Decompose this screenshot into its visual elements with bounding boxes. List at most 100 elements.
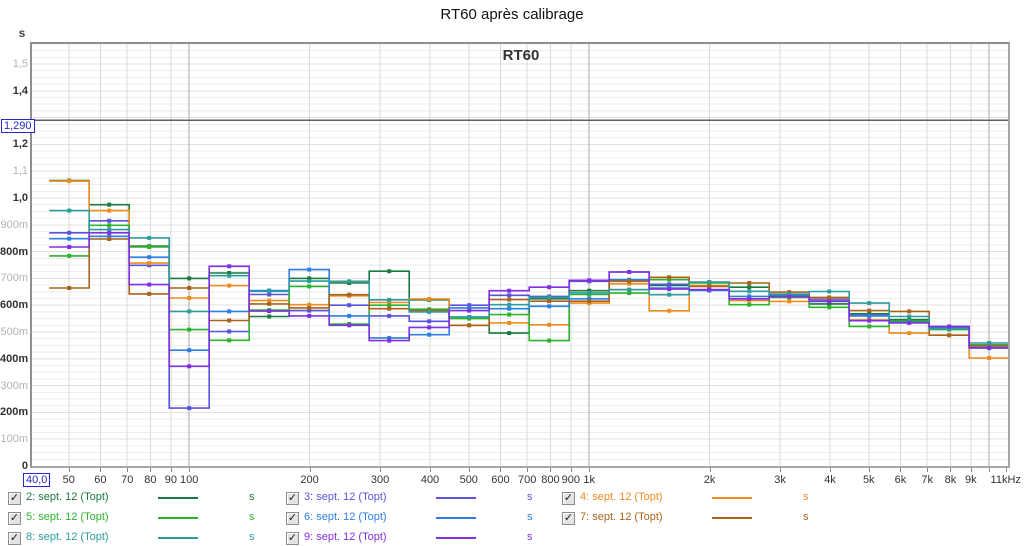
legend-line-swatch <box>436 537 476 539</box>
data-marker <box>427 325 432 330</box>
data-marker <box>707 280 712 285</box>
rt60-step-chart[interactable] <box>32 44 1008 466</box>
x-tick-label: 300 <box>370 474 390 486</box>
data-marker <box>787 299 792 304</box>
legend-checkbox-8[interactable]: ✓ <box>8 532 21 545</box>
legend-item-8: ✓ 8: sept. 12 (Topt) s <box>6 529 284 546</box>
data-marker <box>867 301 872 306</box>
data-marker <box>107 208 112 213</box>
page-title: RT60 après calibrage <box>440 6 584 23</box>
data-marker <box>867 324 872 329</box>
data-marker <box>547 285 552 290</box>
data-marker <box>387 306 392 311</box>
x-tick-label: 60 <box>94 474 107 486</box>
data-marker <box>587 299 592 304</box>
data-marker <box>827 301 832 306</box>
series-line-9 <box>49 232 1008 368</box>
data-marker <box>147 245 152 249</box>
legend-checkbox-2[interactable]: ✓ <box>8 492 21 505</box>
data-marker <box>187 276 192 281</box>
data-marker <box>707 287 712 292</box>
data-marker <box>67 208 72 213</box>
x-tick-mark <box>527 468 528 472</box>
data-marker <box>667 277 672 282</box>
data-marker <box>947 326 952 331</box>
data-marker <box>67 236 72 241</box>
y-axis-unit-label: s <box>18 26 26 40</box>
x-tick-mark <box>950 468 951 472</box>
x-tick-mark <box>830 468 831 472</box>
data-marker <box>507 306 512 311</box>
x-tick-mark <box>430 468 431 472</box>
legend-label: 9: sept. 12 (Topt) <box>304 531 387 543</box>
data-marker <box>187 327 192 332</box>
data-marker <box>387 269 392 274</box>
x-tick-mark <box>780 468 781 472</box>
data-marker <box>907 309 912 314</box>
plot-area[interactable] <box>30 42 1010 468</box>
legend-unit: s <box>527 531 533 543</box>
data-marker <box>867 308 872 313</box>
legend-item-2: ✓ 2: sept. 12 (Topt) s <box>6 489 284 507</box>
data-marker <box>867 318 872 323</box>
data-marker <box>427 309 432 314</box>
data-marker <box>427 332 432 337</box>
legend-unit: s <box>803 511 809 523</box>
x-tick-label: 2k <box>703 474 716 486</box>
legend-item-3: ✓ 3: sept. 12 (Topt) s <box>284 489 562 507</box>
legend-line-swatch <box>158 537 198 539</box>
x-tick-mark <box>127 468 128 472</box>
data-marker <box>467 323 472 328</box>
data-marker <box>627 279 632 284</box>
legend-item-9: ✓ 9: sept. 12 (Topt) s <box>284 529 562 546</box>
x-tick-mark <box>550 468 551 472</box>
data-marker <box>107 218 112 223</box>
legend-checkbox-5[interactable]: ✓ <box>8 512 21 525</box>
x-tick-label: 900 <box>561 474 581 486</box>
data-marker <box>307 305 312 310</box>
data-marker <box>267 309 272 314</box>
x-tick-label: 600 <box>491 474 510 486</box>
data-marker <box>667 275 672 280</box>
x-tick-mark <box>469 468 470 472</box>
x-tick-label: 90 <box>164 474 177 486</box>
legend-line-swatch <box>436 497 476 499</box>
data-marker <box>387 300 392 305</box>
y-tick-label: 900m <box>0 218 28 231</box>
x-tick-label: 100 <box>179 474 199 486</box>
data-marker <box>747 302 752 307</box>
data-marker <box>307 313 312 318</box>
data-marker <box>627 281 632 286</box>
data-marker <box>627 291 632 296</box>
data-marker <box>547 304 552 309</box>
data-marker <box>947 324 952 329</box>
legend-checkbox-6[interactable]: ✓ <box>286 512 299 525</box>
data-marker <box>987 345 992 350</box>
data-marker <box>227 264 232 269</box>
legend-checkbox-9[interactable]: ✓ <box>286 532 299 545</box>
data-marker <box>627 287 632 292</box>
data-marker <box>307 267 312 272</box>
data-marker <box>147 291 152 296</box>
data-marker <box>147 263 152 268</box>
data-marker <box>187 348 192 353</box>
data-marker <box>347 279 352 284</box>
legend-checkbox-4[interactable]: ✓ <box>562 492 575 505</box>
data-marker <box>547 338 552 343</box>
legend-checkbox-7[interactable]: ✓ <box>562 512 575 525</box>
x-tick-mark <box>100 468 101 472</box>
legend-item-5: ✓ 5: sept. 12 (Topt) s <box>6 509 284 527</box>
legend-item-7: ✓ 7: sept. 12 (Topt) s <box>560 509 838 527</box>
data-marker <box>467 303 472 308</box>
data-marker <box>307 276 312 281</box>
x-tick-label: 7k <box>921 474 934 486</box>
y-tick-label: 500m <box>0 326 28 338</box>
legend-checkbox-3[interactable]: ✓ <box>286 492 299 505</box>
data-marker <box>667 282 672 287</box>
data-marker <box>467 305 472 310</box>
data-marker <box>827 299 832 304</box>
data-marker <box>827 295 832 300</box>
y-tick-label: 0 <box>21 460 28 472</box>
legend-unit: s <box>527 511 533 523</box>
data-marker <box>907 331 912 336</box>
